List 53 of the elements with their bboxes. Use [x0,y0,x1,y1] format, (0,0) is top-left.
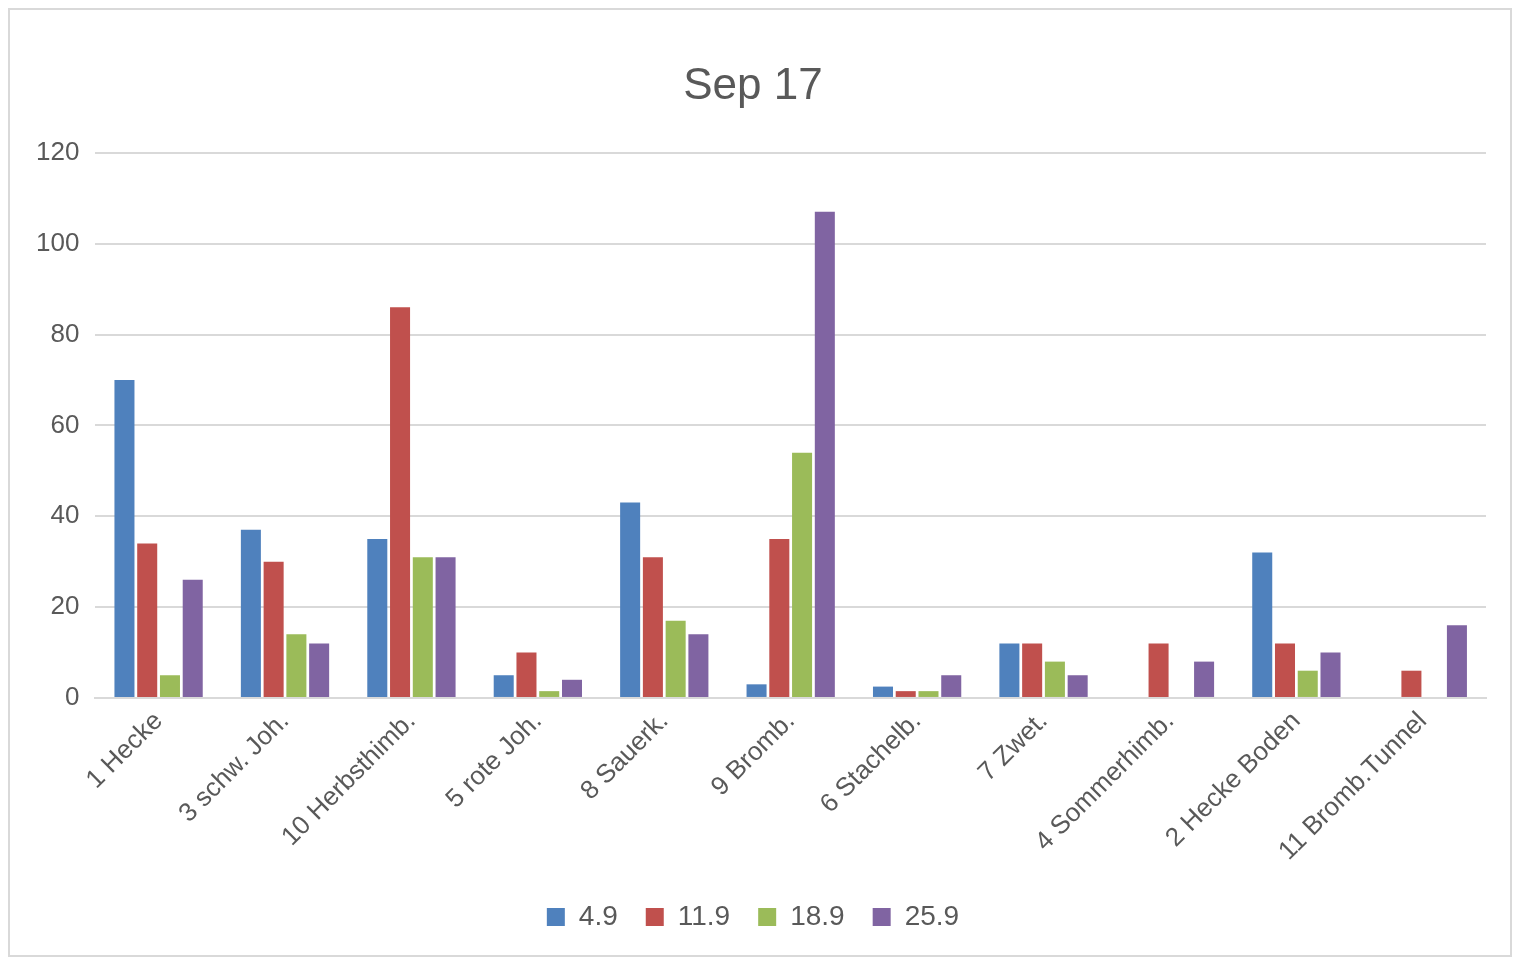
bar [1297,670,1318,697]
bar [999,643,1020,697]
bar [1252,552,1273,697]
bar [620,502,641,697]
bar [367,538,388,697]
bar [769,538,790,697]
bar [1067,675,1088,697]
y-tick-label: 80 [50,317,80,348]
bar [182,579,203,697]
bar [159,675,180,697]
bar [872,686,893,697]
y-tick-label: 100 [35,226,80,257]
bar [1446,625,1467,697]
y-tick-label: 20 [50,590,80,621]
y-tick-label: 40 [50,499,80,530]
bar [1194,661,1215,697]
bar [688,634,709,697]
y-tick-label: 0 [64,681,80,712]
y-tick-label: 120 [35,135,80,166]
legend-label: 25.9 [904,899,960,931]
bar [814,211,835,697]
bar [286,634,307,697]
bar [240,529,261,697]
bar [1148,643,1169,697]
bar [390,307,411,697]
bar [412,557,433,697]
bar [114,379,135,697]
bar [561,679,582,697]
bar [1274,643,1296,697]
bar [493,675,514,697]
legend-label: 18.9 [790,899,845,931]
x-tick-label: 5 rote Joh. [439,705,548,814]
bar [665,620,686,697]
bar [1401,670,1422,697]
bar [1320,652,1341,697]
bar [642,557,663,697]
bar [1044,661,1065,697]
bar [746,684,767,697]
chart-title: Sep 17 [683,58,823,108]
bar [137,543,158,697]
bar [941,675,962,697]
bar [918,691,939,697]
bar [516,652,537,697]
bar [792,452,813,697]
bar [263,561,284,697]
bar [895,691,916,697]
bar [539,691,560,697]
bar [435,557,456,697]
bar [1022,643,1043,697]
bar [309,643,330,697]
y-tick-label: 60 [50,408,80,439]
legend-label: 11.9 [677,899,731,931]
legend-label: 4.9 [578,899,618,931]
